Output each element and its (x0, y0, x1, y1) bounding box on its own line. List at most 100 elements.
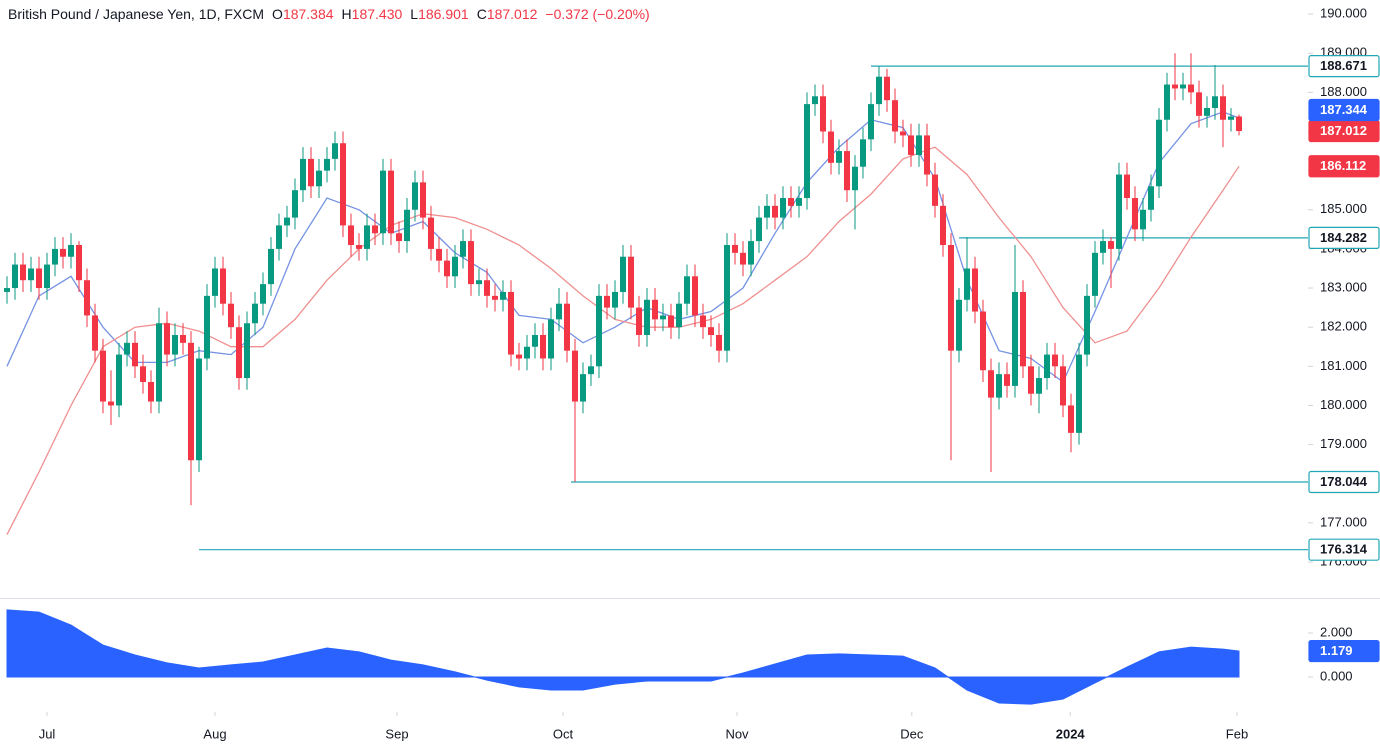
level-badge (1308, 55, 1380, 78)
y-tick-label: 181.000 (1320, 358, 1367, 373)
candle-body (396, 233, 402, 242)
x-tick-label: Oct (553, 726, 574, 741)
candle-body (700, 315, 706, 328)
candle-body (852, 166, 858, 191)
candle-body (204, 295, 210, 359)
candle-body (60, 248, 66, 257)
candle-body (988, 370, 994, 398)
candle-body (1140, 209, 1146, 230)
candle-body (244, 323, 250, 379)
candle-body (260, 284, 266, 304)
candle-body (268, 248, 274, 285)
header-key: O (272, 6, 283, 22)
candle-body (324, 158, 330, 171)
candle-body (340, 143, 346, 226)
candle-body (220, 268, 226, 304)
candle-body (812, 96, 818, 105)
candle-body (908, 135, 914, 155)
candle-body (948, 244, 954, 351)
candle-body (740, 252, 746, 265)
moving-average-line (6, 146, 1240, 535)
y-tick-label: 177.000 (1320, 514, 1367, 529)
candle-body (772, 205, 778, 218)
candle-body (28, 268, 34, 281)
candle-body (876, 76, 882, 105)
candle-body (1044, 354, 1050, 379)
candle-body (580, 374, 586, 402)
candle-body (892, 100, 898, 132)
candle-body (1164, 84, 1170, 120)
header-key: H (342, 6, 352, 22)
candle-body (68, 244, 74, 257)
candle-body (276, 225, 282, 249)
candle-body (556, 303, 562, 320)
candle-body (180, 335, 186, 343)
candle-body (332, 143, 338, 159)
x-tick-label: 2024 (1056, 726, 1086, 741)
candle-body (1204, 108, 1210, 116)
candle-body (92, 315, 98, 351)
candle-body (668, 315, 674, 328)
x-tick-label: Sep (385, 726, 408, 741)
candle-body (52, 248, 58, 265)
candle-body (20, 264, 26, 281)
candle-body (932, 174, 938, 206)
candle-body (916, 135, 922, 155)
candle-body (1100, 241, 1106, 253)
candle-body (1156, 119, 1162, 187)
candle-body (868, 104, 874, 140)
candle-body (620, 256, 626, 292)
candle-body (492, 295, 498, 300)
candle-body (588, 366, 594, 375)
candle-body (1212, 96, 1218, 109)
candle-body (316, 170, 322, 187)
candle-body (380, 170, 386, 234)
candle-body (1108, 241, 1114, 249)
candle-body (780, 198, 786, 218)
candle-body (460, 241, 466, 257)
candle-body (1012, 291, 1018, 386)
candle-body (1020, 291, 1026, 367)
candle-body (844, 151, 850, 191)
y-tick-label: 180.000 (1320, 397, 1367, 412)
candle-body (236, 327, 242, 379)
x-tick-label: Nov (725, 726, 749, 741)
header-value: 186.901 (418, 6, 469, 22)
candle-body (980, 311, 986, 371)
candle-body (36, 268, 42, 289)
level-badge (1308, 226, 1380, 249)
x-tick-label: Feb (1226, 726, 1248, 741)
value-badge-label: 1.179 (1320, 643, 1353, 658)
x-tick-label: Jul (39, 726, 56, 741)
candle-body (924, 135, 930, 175)
candle-body (804, 104, 810, 199)
candle-body (628, 256, 634, 308)
candle-body (540, 335, 546, 359)
chart-header: British Pound / Japanese Yen, 1D, FXCM O1… (8, 6, 650, 22)
candle-body (788, 198, 794, 206)
level-badge-label: 184.282 (1320, 230, 1367, 245)
candle-body (508, 291, 514, 355)
candle-body (1236, 116, 1242, 132)
header-value: 187.012 (487, 6, 538, 22)
candle-body (308, 158, 314, 187)
y-tick-label: 188.000 (1320, 84, 1367, 99)
candle-body (564, 303, 570, 351)
candle-body (100, 350, 106, 402)
price-badge-label: 186.112 (1320, 158, 1366, 173)
level-badge (1308, 470, 1380, 494)
price-badge (1308, 155, 1380, 178)
candle-body (132, 342, 138, 367)
candle-body (420, 182, 426, 218)
header-change: −0.372 (−0.20%) (545, 6, 649, 22)
level-badge-label: 188.671 (1320, 58, 1367, 73)
header-value: 187.384 (283, 6, 334, 22)
candle-body (196, 358, 202, 461)
y-tick-label: 185.000 (1320, 201, 1367, 216)
candle-body (188, 342, 194, 461)
candle-body (228, 303, 234, 328)
candle-body (356, 244, 362, 249)
candle-body (996, 374, 1002, 398)
candle-body (1196, 92, 1202, 116)
